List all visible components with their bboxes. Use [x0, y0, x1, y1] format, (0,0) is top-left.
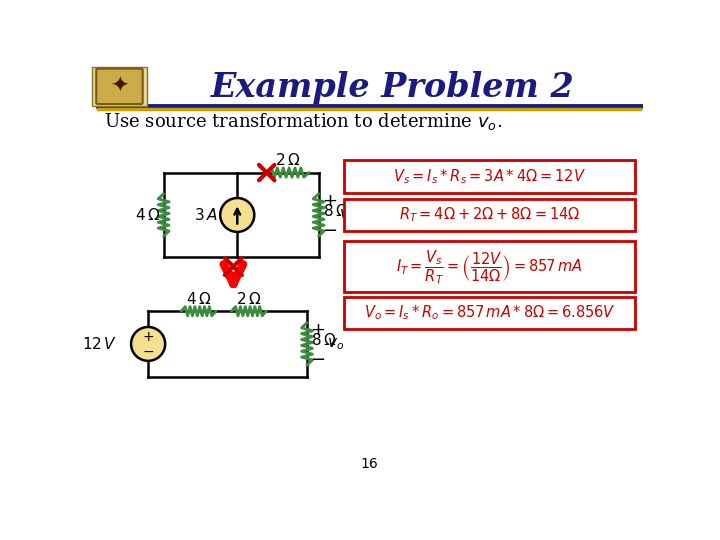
Text: ✦: ✦ — [110, 76, 129, 96]
Text: $8\,\Omega$: $8\,\Omega$ — [311, 332, 337, 348]
Text: 16: 16 — [360, 457, 378, 471]
Text: $-$: $-$ — [322, 220, 337, 238]
Text: $+$: $+$ — [310, 321, 325, 339]
FancyBboxPatch shape — [96, 69, 143, 104]
FancyBboxPatch shape — [344, 241, 635, 292]
Circle shape — [131, 327, 165, 361]
Text: $v_o$: $v_o$ — [339, 207, 356, 223]
Text: Example Problem 2: Example Problem 2 — [210, 71, 574, 104]
Text: $12\,V$: $12\,V$ — [82, 336, 117, 352]
Text: $I_T = \dfrac{V_s}{R_T} = \left(\dfrac{12V}{14\Omega}\right) = 857\,mA$: $I_T = \dfrac{V_s}{R_T} = \left(\dfrac{1… — [396, 247, 583, 286]
Text: $+$: $+$ — [142, 330, 154, 344]
Text: Use source transformation to determine $v_o$.: Use source transformation to determine $… — [104, 111, 502, 132]
Text: $+$: $+$ — [322, 192, 337, 210]
Text: $V_s = I_s * R_s = 3A * 4\Omega = 12V$: $V_s = I_s * R_s = 3A * 4\Omega = 12V$ — [393, 167, 586, 186]
Text: $v_o$: $v_o$ — [327, 336, 344, 352]
Circle shape — [220, 198, 254, 232]
FancyBboxPatch shape — [344, 160, 635, 193]
Text: $2\,\Omega$: $2\,\Omega$ — [275, 152, 300, 168]
Text: $4\,\Omega$: $4\,\Omega$ — [135, 207, 161, 223]
Text: $4\,\Omega$: $4\,\Omega$ — [186, 291, 211, 307]
Text: $-$: $-$ — [142, 344, 154, 358]
FancyBboxPatch shape — [344, 199, 635, 231]
FancyBboxPatch shape — [344, 296, 635, 329]
Text: $8\,\Omega$: $8\,\Omega$ — [323, 203, 348, 219]
Text: $3\,A$: $3\,A$ — [194, 207, 218, 223]
Text: $2\,\Omega$: $2\,\Omega$ — [236, 291, 261, 307]
Text: $-$: $-$ — [310, 349, 325, 367]
Text: $V_o = I_s * R_o = 857\,mA * 8\Omega = 6.856V$: $V_o = I_s * R_o = 857\,mA * 8\Omega = 6… — [364, 303, 616, 322]
FancyBboxPatch shape — [92, 67, 147, 106]
Text: $R_T = 4\Omega + 2\Omega + 8\Omega = 14\Omega$: $R_T = 4\Omega + 2\Omega + 8\Omega = 14\… — [399, 206, 580, 224]
